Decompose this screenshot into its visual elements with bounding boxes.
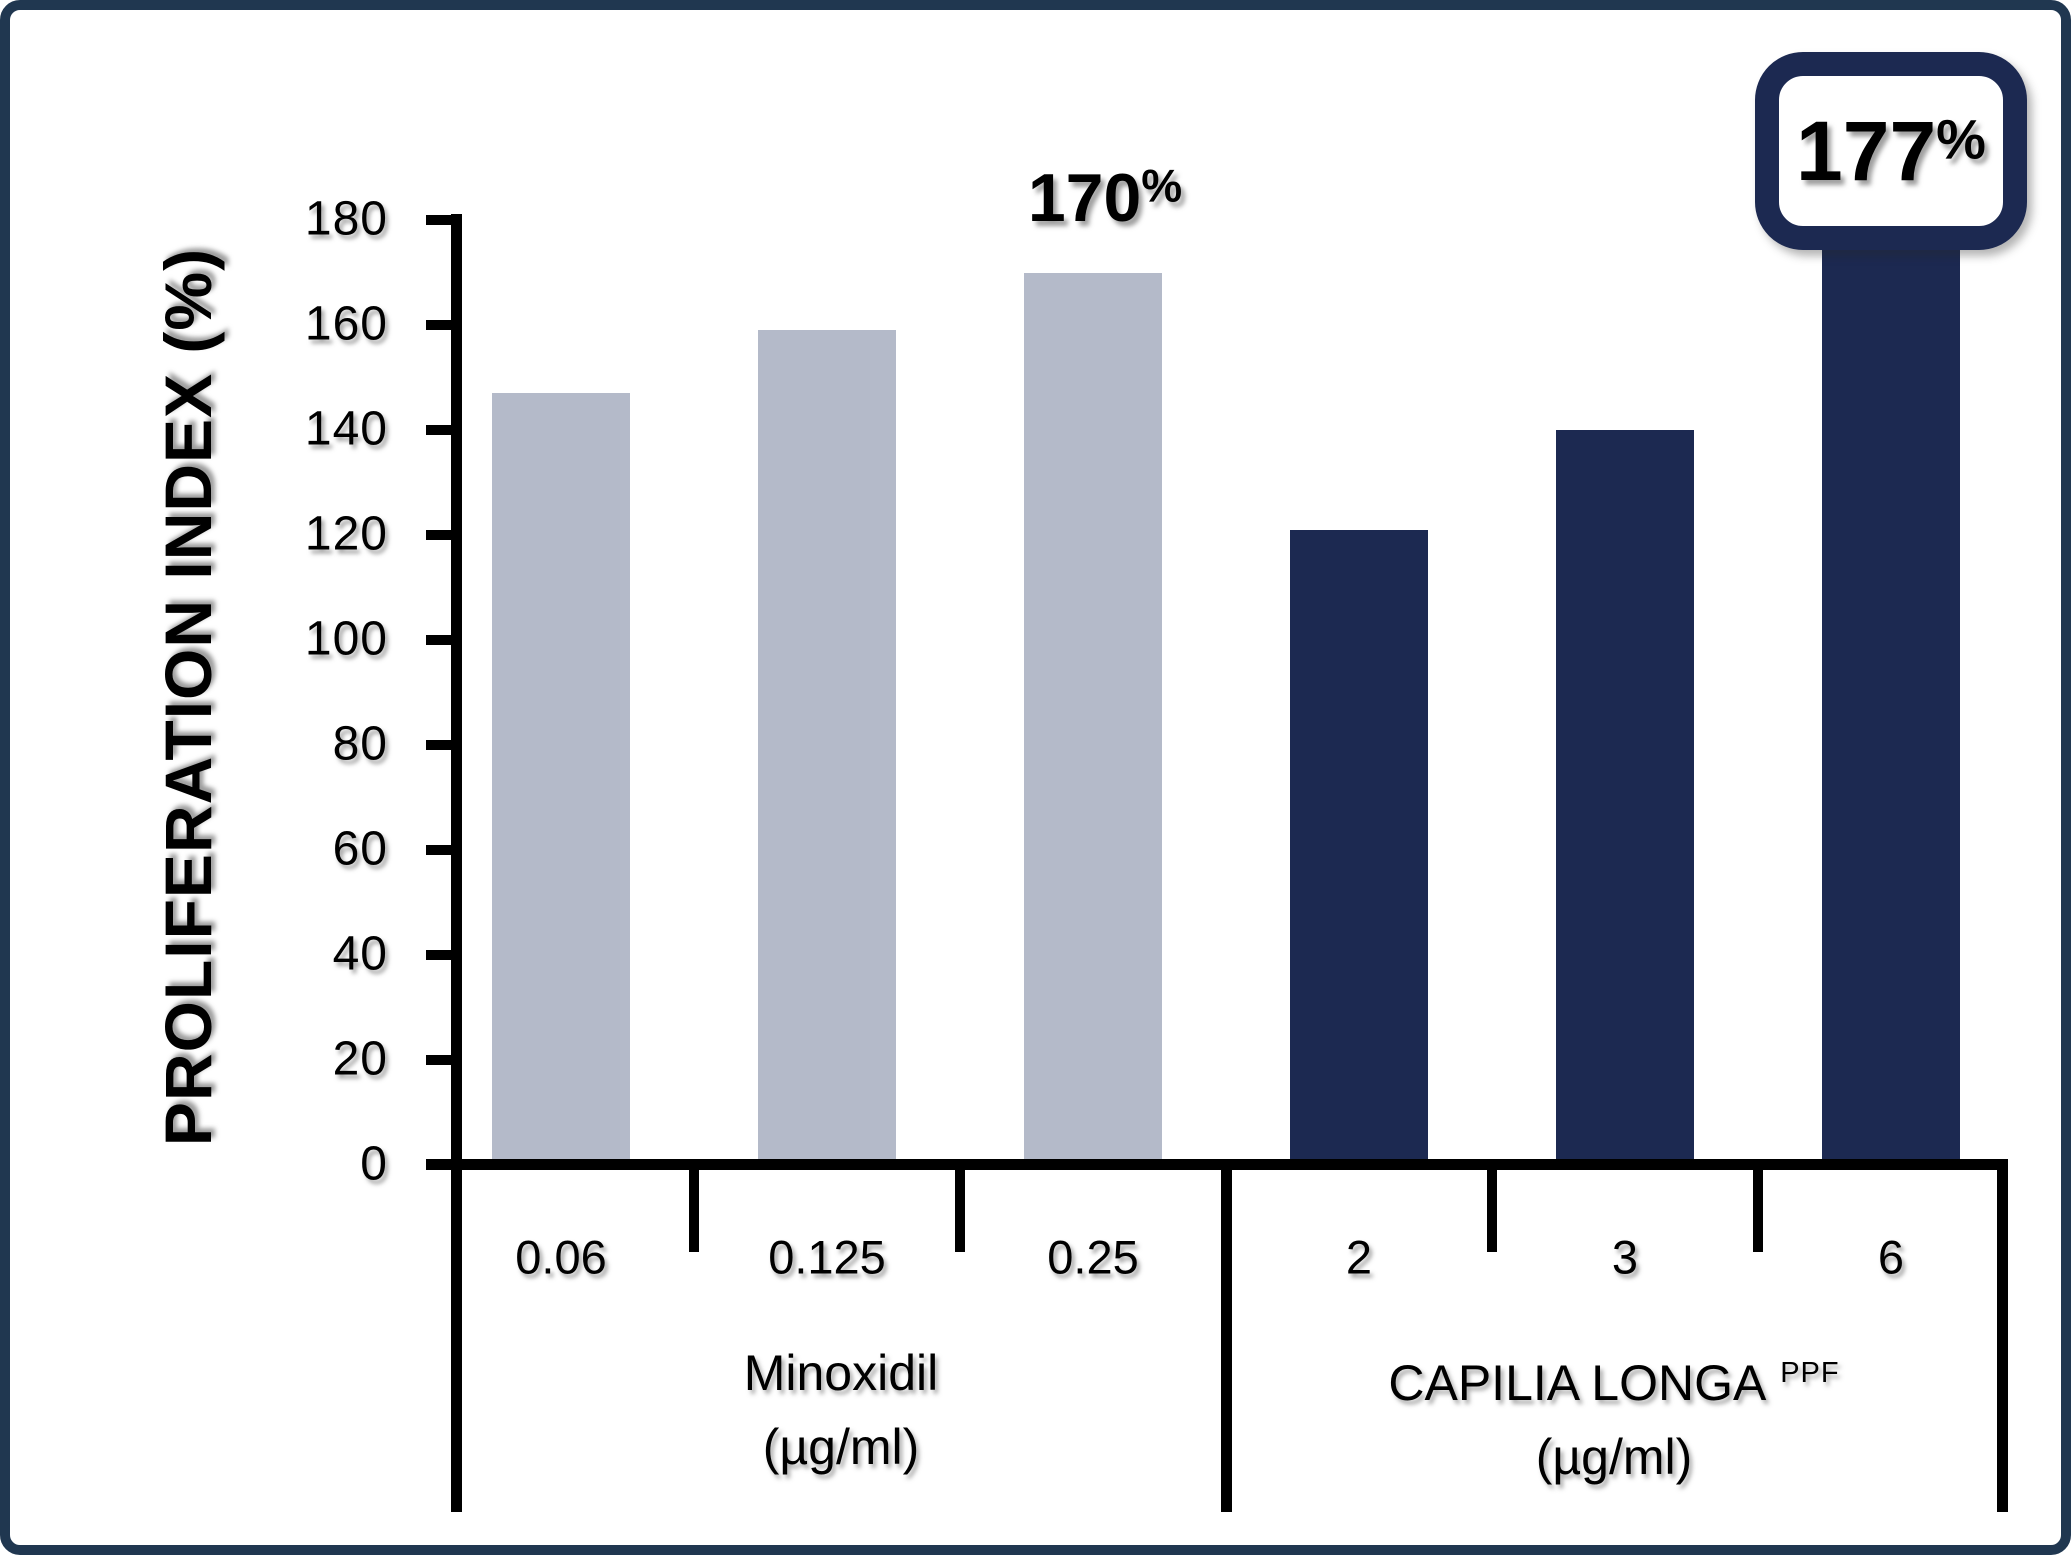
- annotation-177-callout-box: 177%: [1755, 52, 2027, 250]
- bar-6: [1822, 235, 1960, 1165]
- category-tick: [955, 1170, 965, 1252]
- percent-sign: %: [1936, 107, 1986, 171]
- y-tick-label: 180: [304, 192, 388, 246]
- y-axis-line: [451, 214, 462, 1512]
- group-label-minoxidil: Minoxidil (µg/ml): [744, 1336, 939, 1484]
- group-name-superscript: PPF: [1780, 1357, 1840, 1389]
- y-axis-title: PROLIFERATION INDEX (%): [151, 247, 225, 1147]
- bar-0.06: [492, 393, 630, 1165]
- group-name: Minoxidil: [744, 1336, 939, 1410]
- group-unit: (µg/ml): [762, 1419, 920, 1475]
- y-tick-mark: [426, 1055, 462, 1065]
- y-tick-label: 40: [332, 927, 388, 981]
- category-label-0.06: 0.06: [515, 1230, 607, 1284]
- annotation-170-percent: 170%: [1028, 159, 1182, 237]
- category-label-6: 6: [1877, 1230, 1905, 1284]
- category-label-0.25: 0.25: [1047, 1230, 1139, 1284]
- x-axis-baseline: [426, 1159, 2008, 1170]
- annotation-value: 170: [1027, 160, 1142, 236]
- group-unit: (µg/ml): [1535, 1429, 1693, 1485]
- y-tick-mark: [426, 530, 462, 540]
- group-name-text: CAPILIA LONGA: [1388, 1355, 1767, 1411]
- y-tick-mark: [426, 425, 462, 435]
- bar-3: [1556, 430, 1694, 1165]
- group-label-capilia-longa: CAPILIA LONGA PPF (µg/ml): [1388, 1336, 1839, 1494]
- y-tick-mark: [426, 740, 462, 750]
- y-tick-label: 100: [304, 612, 388, 666]
- category-label-2: 2: [1345, 1230, 1373, 1284]
- y-tick-label: 120: [304, 507, 388, 561]
- annotation-value: 177: [1796, 103, 1937, 198]
- y-tick-mark: [426, 215, 462, 225]
- bar-0.25: [1024, 272, 1162, 1165]
- category-tick: [1487, 1170, 1497, 1252]
- bar-0.125: [758, 330, 896, 1165]
- category-tick: [689, 1170, 699, 1252]
- percent-sign: %: [1141, 159, 1183, 212]
- y-tick-label: 160: [304, 297, 388, 351]
- category-label-0.125: 0.125: [768, 1230, 886, 1284]
- y-tick-label: 80: [332, 717, 388, 771]
- category-tick: [1753, 1170, 1763, 1252]
- y-tick-label: 20: [332, 1032, 388, 1086]
- y-tick-mark: [426, 320, 462, 330]
- group-divider-line: [1997, 1170, 2008, 1512]
- group-name: CAPILIA LONGA PPF: [1388, 1336, 1839, 1420]
- y-tick-label: 0: [360, 1137, 388, 1191]
- annotation-177-percent: 177%: [1796, 103, 1986, 200]
- y-tick-mark: [426, 950, 462, 960]
- y-tick-label: 60: [332, 822, 388, 876]
- group-divider-line: [1221, 1170, 1232, 1512]
- category-label-3: 3: [1611, 1230, 1639, 1284]
- bar-2: [1290, 529, 1428, 1165]
- y-tick-mark: [426, 845, 462, 855]
- y-tick-mark: [426, 635, 462, 645]
- group-name-text: Minoxidil: [743, 1345, 939, 1401]
- y-tick-label: 140: [304, 402, 388, 456]
